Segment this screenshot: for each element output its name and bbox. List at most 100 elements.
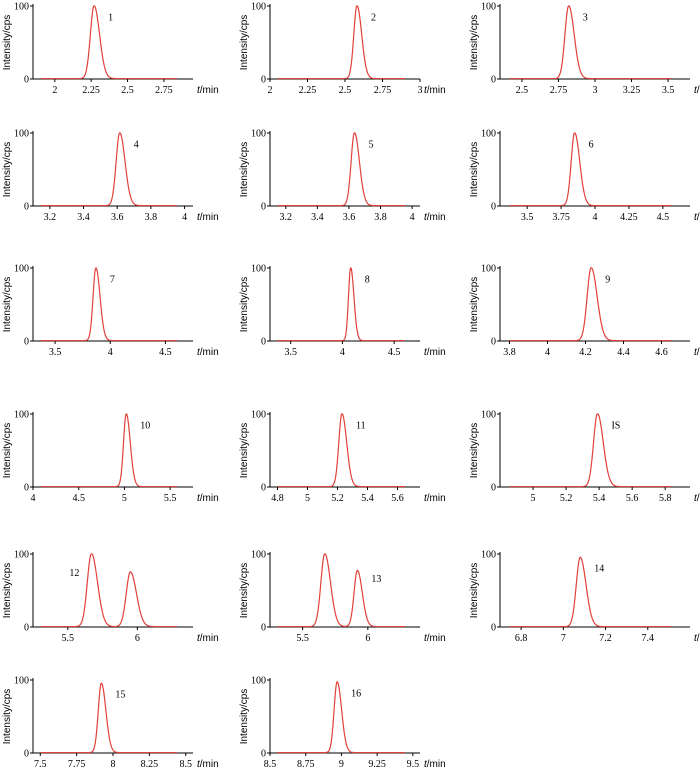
chromatogram-trace [41, 132, 177, 207]
y-tick-label: 100 [251, 410, 266, 421]
chromatogram-trace [509, 5, 671, 80]
chromatogram-trace [509, 413, 671, 488]
y-tick-label: 100 [481, 264, 496, 275]
x-axis-title: t/min [197, 212, 219, 223]
y-axis-title: Intensity/cps [2, 15, 13, 71]
peak-label: 16 [351, 688, 361, 699]
x-tick-label: 3.6 [111, 212, 124, 223]
peak-label: 5 [368, 140, 373, 151]
y-axis-title: Intensity/cps [239, 277, 250, 333]
y-tick-label: 0 [491, 483, 496, 494]
peak-label: 9 [605, 275, 610, 286]
x-axis-title: t/min [694, 347, 700, 358]
x-tick-label: 6 [135, 633, 140, 644]
x-tick-label: 5.6 [391, 493, 404, 504]
y-tick-label: 100 [14, 2, 29, 13]
y-tick-label: 0 [261, 75, 266, 86]
x-axis-title: t/min [424, 633, 446, 644]
x-tick-label: 3.8 [145, 212, 158, 223]
chromatogram-trace [509, 556, 671, 628]
x-tick-label: 8.25 [141, 759, 159, 770]
x-tick-label: 5.5 [164, 493, 177, 504]
x-tick-label: 2.75 [155, 85, 173, 96]
x-tick-label: 7.2 [599, 633, 612, 644]
y-tick-label: 100 [481, 550, 496, 561]
x-tick-label: 4.2 [579, 347, 592, 358]
peak-label: 3 [583, 13, 588, 24]
x-tick-label: 4.5 [657, 212, 670, 223]
x-tick-label: 3.5 [49, 347, 62, 358]
x-tick-label: 9.25 [368, 759, 386, 770]
peak-label: 7 [110, 275, 115, 286]
y-tick-label: 100 [14, 550, 29, 561]
y-axis-title: Intensity/cps [239, 142, 250, 198]
peak-label: 15 [115, 690, 125, 701]
peak-label: 12 [69, 568, 79, 579]
x-tick-label: 4 [593, 212, 598, 223]
peak-label: 11 [356, 421, 366, 432]
peak-label: IS [611, 421, 620, 432]
y-axis-title: Intensity/cps [239, 563, 250, 619]
y-tick-label: 100 [481, 410, 496, 421]
y-axis-title: Intensity/cps [469, 277, 480, 333]
peak-label: 10 [140, 421, 150, 432]
x-axis-title: t/min [694, 85, 700, 96]
chromatogram-trace [277, 680, 405, 754]
peak-label: 1 [108, 13, 113, 24]
x-tick-label: 5.4 [593, 493, 606, 504]
x-axis-title: t/min [197, 85, 219, 96]
x-axis-title: t/min [424, 85, 446, 96]
x-tick-label: 3 [593, 85, 598, 96]
x-axis-title: t/min [197, 347, 219, 358]
y-axis-title: Intensity/cps [2, 142, 13, 198]
x-tick-label: 3.75 [552, 212, 570, 223]
chromatogram-trace [277, 132, 405, 207]
x-tick-label: 5.2 [331, 493, 344, 504]
chromatogram-trace [41, 682, 177, 754]
chromatogram-trace [277, 5, 405, 80]
x-tick-label: 2 [268, 85, 273, 96]
x-tick-label: 3.8 [374, 212, 387, 223]
x-tick-label: 4.5 [159, 347, 172, 358]
chromatogram-trace [277, 267, 405, 342]
x-axis-title: t/min [694, 493, 700, 504]
x-tick-label: 3.25 [623, 85, 641, 96]
chromatogram-trace [277, 413, 405, 488]
x-tick-label: 5.2 [560, 493, 573, 504]
x-tick-label: 4.4 [617, 347, 630, 358]
chromatogram-trace [509, 267, 671, 342]
y-axis-title: Intensity/cps [2, 563, 13, 619]
x-tick-label: 4 [410, 212, 415, 223]
x-tick-label: 3.2 [44, 212, 57, 223]
peak-label: 6 [589, 140, 594, 151]
x-tick-label: 2.25 [82, 85, 100, 96]
x-axis-title: t/min [694, 633, 700, 644]
x-tick-label: 2.5 [121, 85, 134, 96]
x-tick-label: 5 [122, 493, 127, 504]
x-tick-label: 3 [418, 85, 423, 96]
y-tick-label: 100 [14, 410, 29, 421]
chromatogram-trace [41, 553, 177, 628]
y-tick-label: 100 [14, 129, 29, 140]
x-tick-label: 2.5 [516, 85, 529, 96]
y-tick-label: 100 [481, 2, 496, 13]
x-tick-label: 5.5 [296, 633, 309, 644]
y-axis-title: Intensity/cps [469, 142, 480, 198]
x-tick-label: 4.5 [388, 347, 401, 358]
x-tick-label: 2.75 [374, 85, 392, 96]
y-tick-label: 0 [24, 337, 29, 348]
y-tick-label: 100 [14, 264, 29, 275]
x-tick-label: 6 [365, 633, 370, 644]
peak-label: 8 [365, 275, 370, 286]
y-tick-label: 100 [251, 2, 266, 13]
